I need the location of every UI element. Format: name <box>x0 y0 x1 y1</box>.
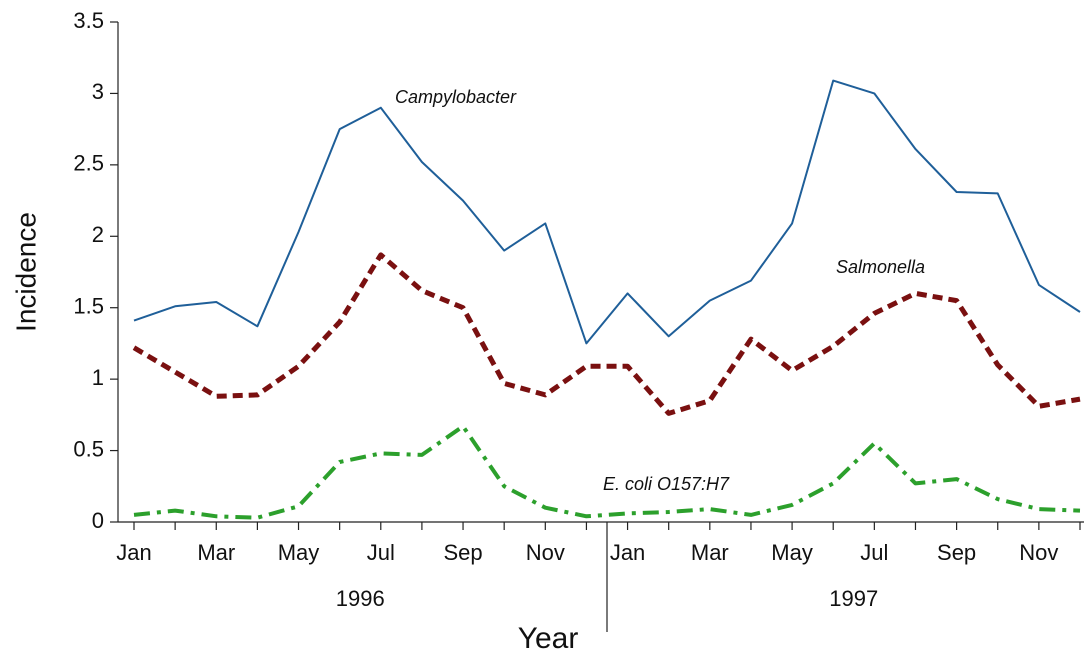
y-tick-label: 0.5 <box>73 436 104 461</box>
x-tick-label: Nov <box>526 540 565 565</box>
series-line <box>132 252 1081 416</box>
x-tick-label: Sep <box>443 540 482 565</box>
x-axis-label: Year <box>518 622 579 655</box>
x-tick-label: Sep <box>937 540 976 565</box>
x-tick-label: Jan <box>610 540 645 565</box>
year-label: 1996 <box>336 586 385 611</box>
series-line <box>133 79 1081 345</box>
x-tick-label: Mar <box>691 540 729 565</box>
x-tick-label: Jul <box>367 540 395 565</box>
y-tick-label: 2.5 <box>73 151 104 176</box>
series-label: E. coli O157:H7 <box>603 474 730 494</box>
x-tick-label: May <box>771 540 813 565</box>
y-tick-label: 1 <box>92 365 104 390</box>
y-axis-label: Incidence <box>10 212 41 332</box>
x-tick-label: Jan <box>116 540 151 565</box>
x-tick-label: Mar <box>197 540 235 565</box>
series-line <box>133 424 1081 520</box>
series-label: Campylobacter <box>395 87 517 107</box>
y-tick-label: 1.5 <box>73 294 104 319</box>
y-tick-label: 3 <box>92 79 104 104</box>
x-tick-label: Jul <box>860 540 888 565</box>
year-label: 1997 <box>829 586 878 611</box>
y-tick-label: 0 <box>92 508 104 533</box>
x-tick-label: May <box>278 540 320 565</box>
x-tick-label: Nov <box>1019 540 1058 565</box>
y-tick-label: 2 <box>92 222 104 247</box>
y-tick-label: 3.5 <box>73 8 104 33</box>
series-label: Salmonella <box>836 257 925 277</box>
